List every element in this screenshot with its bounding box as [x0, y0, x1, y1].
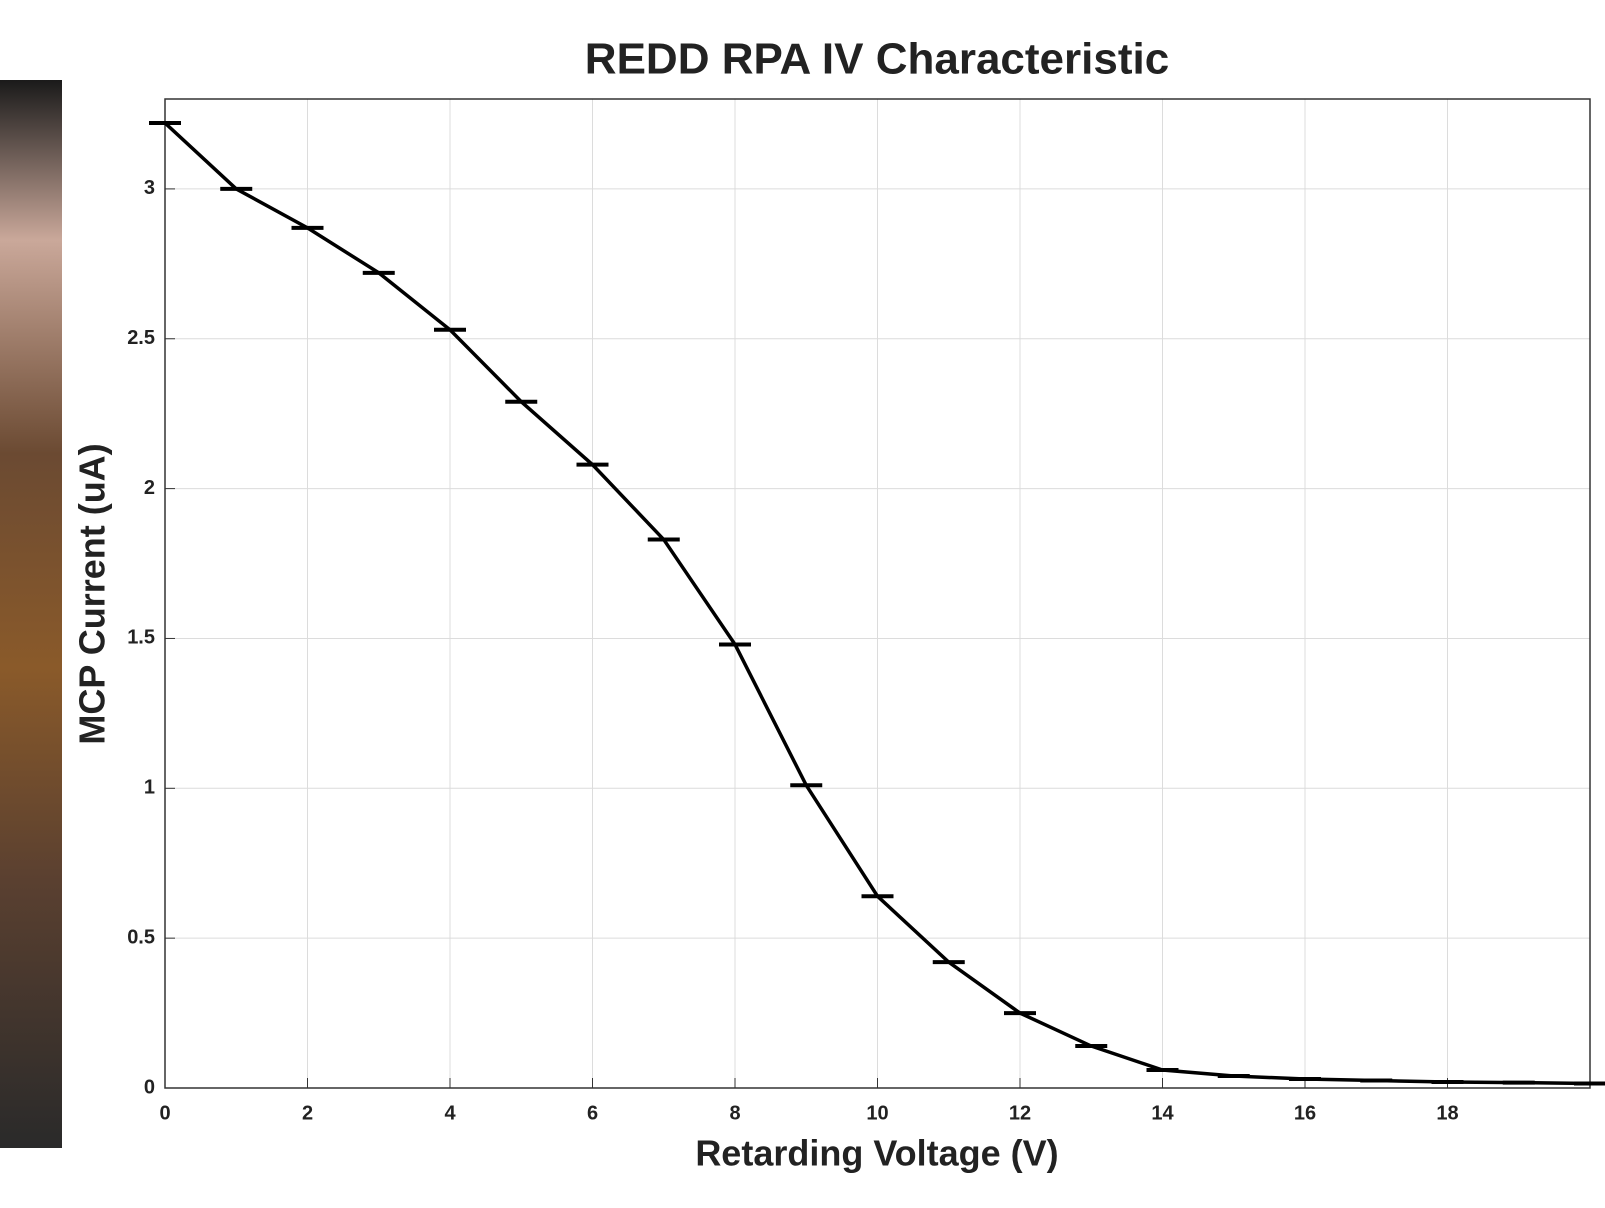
- x-tick-label: 4: [444, 1102, 456, 1124]
- photo: [0, 80, 62, 1148]
- x-axis-label: Retarding Voltage (V): [695, 1133, 1058, 1174]
- x-tick-label: 2: [302, 1102, 313, 1124]
- y-tick-label: 1: [144, 777, 155, 799]
- x-tick-label: 14: [1151, 1102, 1174, 1124]
- plot-frame: [164, 98, 1591, 1089]
- y-tick-label: 1.5: [127, 627, 155, 649]
- x-tick-label: 6: [587, 1102, 598, 1124]
- y-tick-label: 2: [144, 477, 155, 499]
- x-tick-label: 0: [159, 1102, 170, 1124]
- x-tick-label: 18: [1436, 1102, 1458, 1124]
- x-tick-label: 10: [866, 1102, 888, 1124]
- y-axis-label: MCP Current (uA): [72, 443, 113, 744]
- x-tick-label: 12: [1009, 1102, 1031, 1124]
- y-tick-label: 2.5: [127, 327, 155, 349]
- y-tick-label: 3: [144, 177, 155, 199]
- y-tick-label: 0: [144, 1076, 155, 1098]
- y-tick-label: 0.5: [127, 926, 155, 948]
- x-tick-label: 8: [729, 1102, 740, 1124]
- x-tick-label: 16: [1294, 1102, 1316, 1124]
- chart-title: REDD RPA IV Characteristic: [585, 35, 1169, 84]
